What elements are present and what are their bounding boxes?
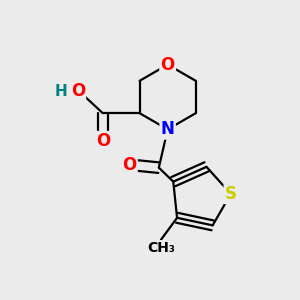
Text: CH₃: CH₃ [147,241,175,255]
Text: H: H [55,84,68,99]
Text: N: N [161,120,175,138]
Text: O: O [160,56,175,74]
Text: O: O [96,132,110,150]
Text: O: O [122,156,136,174]
Text: S: S [225,185,237,203]
Text: O: O [71,82,85,100]
